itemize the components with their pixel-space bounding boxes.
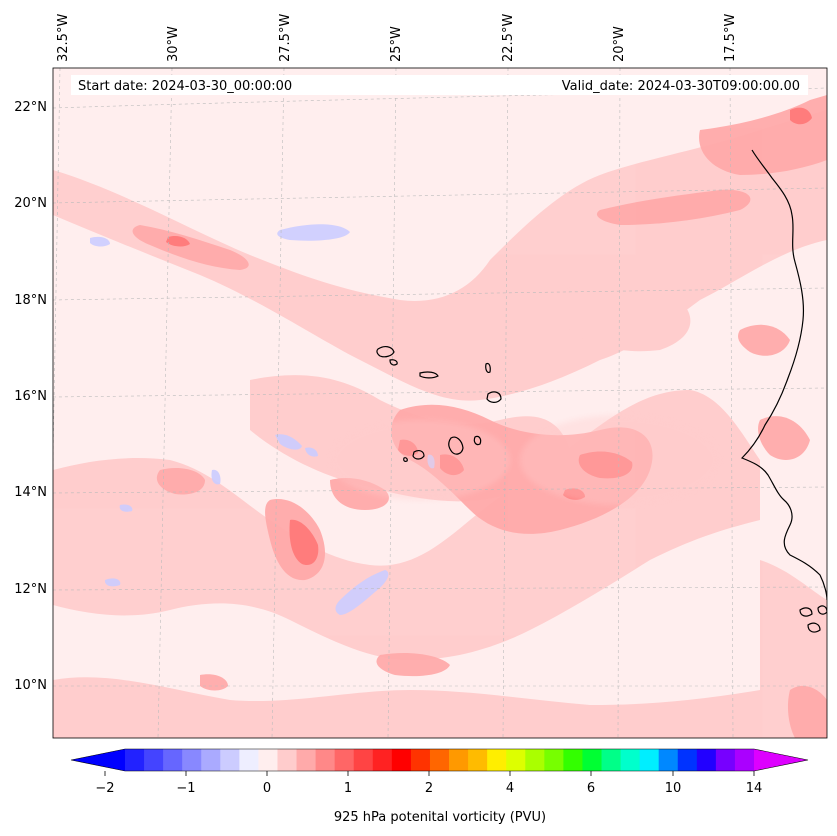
- lon-line-22-5w: [502, 68, 509, 738]
- island-fogo: [412, 450, 425, 460]
- island-maio: [473, 435, 482, 446]
- lon-line-30w: [157, 68, 173, 738]
- island-brava: [403, 457, 408, 462]
- cbar-tick-label: −2: [95, 781, 114, 796]
- cbar-tick-label: 2: [425, 781, 433, 796]
- lat-line-14n: [53, 486, 827, 494]
- colorbar-cell: [372, 749, 393, 771]
- colorbar-cell: [582, 749, 603, 771]
- valid-date-label: Valid_date: 2024-03-30T09:00:00.00: [562, 79, 800, 94]
- bijagos-islands: [799, 605, 827, 633]
- lat-line-18n: [53, 287, 827, 301]
- colorbar-outline: [70, 748, 809, 772]
- colorbar-cell: [201, 749, 221, 771]
- colorbar-cell: [429, 749, 450, 771]
- colorbar-cell: [315, 749, 336, 771]
- cbar-tick-label: 10: [665, 781, 682, 796]
- lat-labels: 22°N 20°N 18°N 16°N 14°N 12°N 10°N: [14, 100, 47, 693]
- lon-label-20w: 20°W: [612, 26, 627, 62]
- lon-label-25w: 25°W: [389, 26, 404, 62]
- colorbar-cell: [468, 749, 488, 771]
- colorbar-cell: [734, 749, 755, 771]
- colorbar-cell: [277, 749, 298, 771]
- colorbar-cell: [353, 749, 374, 771]
- colorbar-cell: [696, 749, 717, 771]
- header-strip: [71, 75, 808, 95]
- colorbar-cell: [544, 749, 564, 771]
- lon-label-22-5w: 22.5°W: [501, 14, 516, 62]
- colorbar-cell: [715, 749, 736, 771]
- lat-label-18n: 18°N: [14, 293, 47, 308]
- graticule: [53, 68, 827, 738]
- colorbar-cell: [487, 749, 507, 771]
- colorbar-cell: [449, 749, 469, 771]
- map-frame: [52, 67, 828, 739]
- island-sao-nicolau: [419, 371, 439, 379]
- colorbar-min-extend: [71, 749, 125, 771]
- lon-label-27-5w: 27.5°W: [278, 14, 293, 62]
- lat-line-12n: [53, 586, 827, 591]
- colorbar-cell: [182, 749, 202, 771]
- lat-line-20n: [53, 187, 827, 204]
- map-panel: Start date: 2024-03-30_00:00:00 Valid_da…: [52, 67, 828, 739]
- lon-label-17-5w: 17.5°W: [723, 14, 738, 62]
- africa-coastline: [740, 149, 827, 601]
- colorbar-cell: [296, 749, 317, 771]
- colorbar: −2 −1 0 1 2 4 6 10 14 925 hPa potenital …: [70, 748, 809, 825]
- island-sao-vicente: [389, 359, 398, 366]
- cbar-tick-label: −1: [176, 781, 195, 796]
- colorbar-title: 925 hPa potenital vorticity (PVU): [334, 810, 546, 825]
- colorbar-cell: [620, 749, 641, 771]
- cbar-tick-label: 1: [344, 781, 352, 796]
- lon-line-17-5w: [729, 68, 734, 738]
- cbar-tick-label: 6: [587, 781, 595, 796]
- colorbar-max-extend: [754, 749, 808, 771]
- lat-label-22n: 22°N: [14, 100, 47, 115]
- colorbar-cell: [677, 749, 698, 771]
- island-boa-vista: [486, 391, 502, 403]
- lat-label-20n: 20°N: [14, 196, 47, 211]
- colorbar-cells: [125, 749, 755, 771]
- lat-label-12n: 12°N: [14, 582, 47, 597]
- colorbar-cell: [163, 749, 183, 771]
- colorbar-cell: [639, 749, 660, 771]
- colorbar-cell: [239, 749, 259, 771]
- colorbar-cell: [334, 749, 355, 771]
- pv-field: [53, 68, 827, 738]
- cbar-tick-label: 4: [506, 781, 514, 796]
- lon-label-30w: 30°W: [166, 26, 181, 62]
- island-santiago: [448, 436, 464, 455]
- colorbar-cell: [563, 749, 583, 771]
- colorbar-cell: [125, 749, 145, 771]
- colorbar-cell: [144, 749, 164, 771]
- lon-line-27-5w: [271, 68, 285, 738]
- colorbar-cell: [258, 749, 278, 771]
- lon-line-25w: [387, 68, 397, 738]
- pv-blend: [330, 415, 720, 505]
- colorbar-cell: [658, 749, 679, 771]
- colorbar-ticks: [104, 771, 755, 776]
- colorbar-cell: [410, 749, 431, 771]
- lon-labels: 32.5°W 30°W 27.5°W 25°W 22.5°W 20°W 17.5…: [56, 14, 738, 62]
- colorbar-tick-labels: −2 −1 0 1 2 4 6 10 14: [95, 781, 762, 796]
- lat-label-10n: 10°N: [14, 678, 47, 693]
- lat-label-14n: 14°N: [14, 485, 47, 500]
- lat-label-16n: 16°N: [14, 389, 47, 404]
- lon-label-32-5w: 32.5°W: [56, 14, 71, 62]
- colorbar-cell: [391, 749, 412, 771]
- start-date-label: Start date: 2024-03-30_00:00:00: [78, 79, 292, 94]
- colorbar-cell: [601, 749, 622, 771]
- island-sal: [485, 362, 491, 374]
- coastlines: [376, 149, 827, 633]
- cbar-tick-label: 0: [263, 781, 271, 796]
- colorbar-cell: [220, 749, 240, 771]
- cbar-tick-label: 14: [746, 781, 763, 796]
- colorbar-cell: [506, 749, 526, 771]
- colorbar-cell: [525, 749, 545, 771]
- island-santo-antao: [376, 346, 395, 358]
- lon-line-20w: [617, 68, 621, 738]
- lat-line-16n: [53, 387, 827, 398]
